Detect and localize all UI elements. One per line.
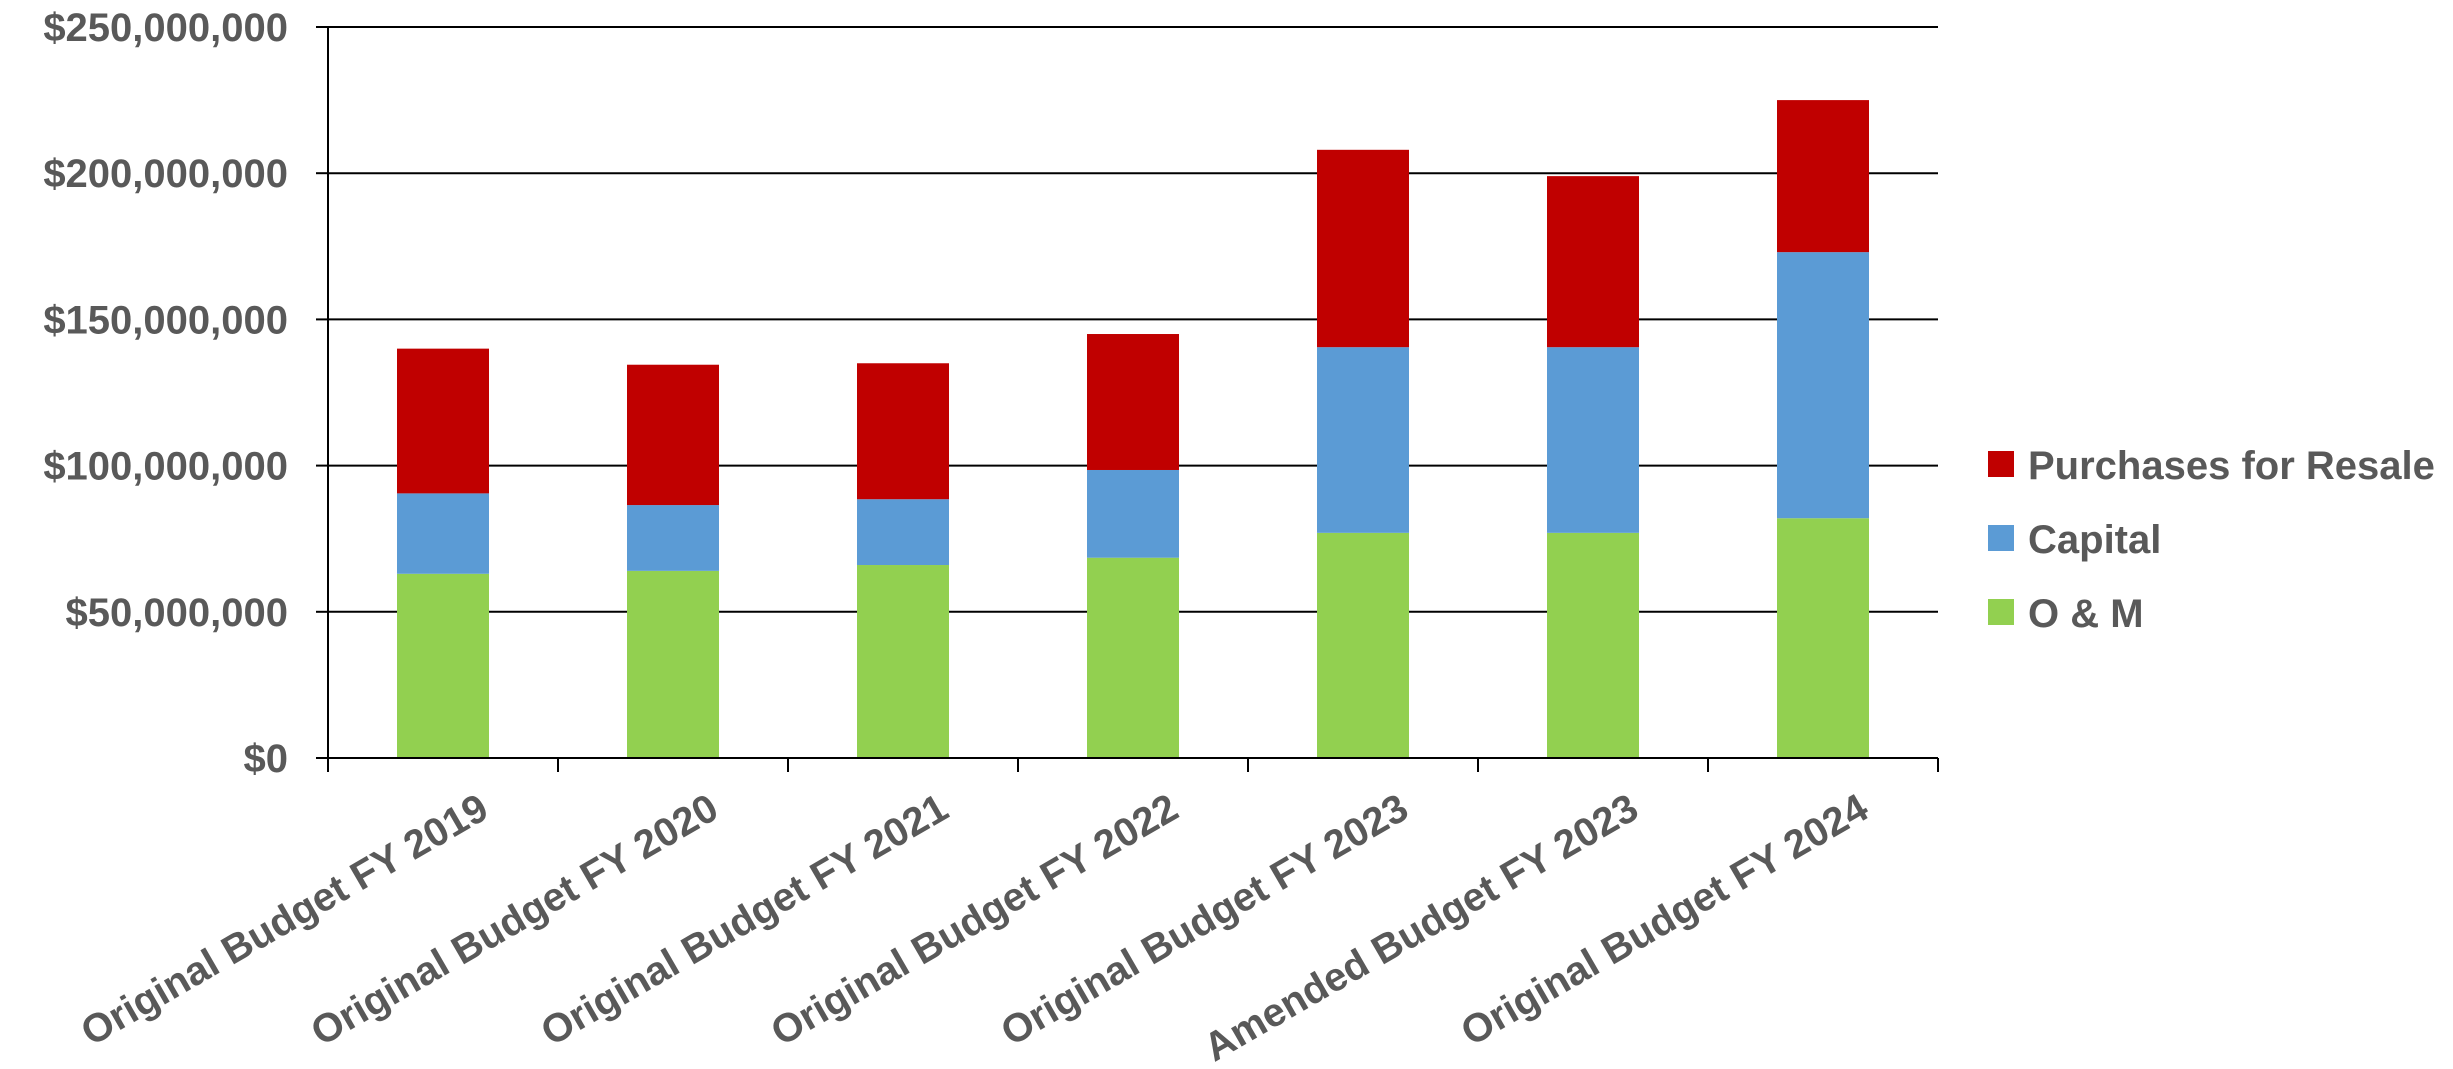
bar-segment xyxy=(1547,347,1639,533)
bar-segment xyxy=(1547,532,1639,758)
legend-label: Purchases for Resale xyxy=(2028,444,2435,488)
bar-segment xyxy=(857,499,949,566)
bar-segment xyxy=(1087,557,1179,758)
legend-label: Capital xyxy=(2028,518,2161,562)
bar-segment xyxy=(627,364,719,506)
y-tick-label: $200,000,000 xyxy=(43,152,288,196)
legend: Purchases for Resale Capital O & M xyxy=(1988,444,2435,636)
bar-segment xyxy=(857,565,949,758)
bar-segment xyxy=(1317,532,1409,758)
y-tick-label: $0 xyxy=(244,737,289,781)
bar-segment xyxy=(1087,334,1179,470)
gridlines xyxy=(328,26,1938,613)
y-tick-label: $100,000,000 xyxy=(43,445,288,489)
bar-segment xyxy=(627,505,719,571)
legend-swatch xyxy=(1988,599,2014,625)
bar-segment xyxy=(397,573,489,758)
bar-segment xyxy=(397,348,489,494)
legend-swatch xyxy=(1988,525,2014,551)
y-tick-label: $50,000,000 xyxy=(66,591,288,635)
bar-segment xyxy=(1317,347,1409,533)
bar-segment xyxy=(627,570,719,758)
x-tick-label: Original Budget FY 2024 xyxy=(1454,785,1876,1054)
bars xyxy=(397,100,1869,758)
bar-segment xyxy=(1317,149,1409,348)
x-tick-label: Original Budget FY 2021 xyxy=(534,786,956,1055)
bar-segment xyxy=(1087,469,1179,558)
axes xyxy=(316,26,1939,772)
bar-segment xyxy=(397,493,489,574)
bar-segment xyxy=(857,363,949,500)
bar-segment xyxy=(1777,518,1869,758)
x-tick-label: Original Budget FY 2022 xyxy=(764,786,1186,1055)
legend-swatch xyxy=(1988,451,2014,477)
bar-segment xyxy=(1777,100,1869,253)
x-tick-label: Original Budget FY 2019 xyxy=(74,786,496,1055)
bar-segment xyxy=(1547,176,1639,348)
bar-segment xyxy=(1777,252,1869,519)
x-tick-label: Original Budget FY 2020 xyxy=(304,786,726,1055)
y-tick-label: $150,000,000 xyxy=(43,298,288,342)
x-tick-label: Original Budget FY 2023 xyxy=(994,786,1416,1055)
y-axis-tick-labels: $0 $50,000,000 $100,000,000 $150,000,000 $20… xyxy=(43,6,288,781)
legend-label: O & M xyxy=(2028,592,2144,636)
x-tick-label: Amended Budget FY 2023 xyxy=(1197,786,1646,1069)
y-tick-label: $250,000,000 xyxy=(43,6,288,50)
